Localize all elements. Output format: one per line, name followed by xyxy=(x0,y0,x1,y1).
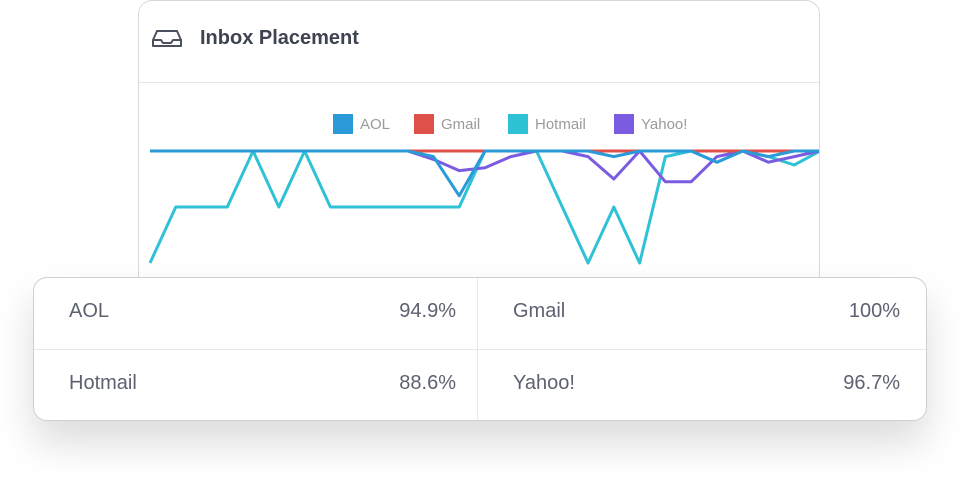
stat-value: 94.9% xyxy=(399,300,456,322)
stat-label: Yahoo! xyxy=(513,372,575,394)
chart-card: AOL Gmail Hotmail Yahoo! Inbox Placement xyxy=(138,0,820,320)
chart: AOL Gmail Hotmail Yahoo! xyxy=(148,30,819,265)
stats-card: AOL 94.9% Gmail 100% Hotmail 88.6% Yahoo! 96.7% xyxy=(33,277,927,421)
stat-cell: Yahoo! 96.7% xyxy=(478,350,922,421)
line xyxy=(150,149,819,198)
stat-label: Hotmail xyxy=(69,372,137,394)
inbox-icon xyxy=(152,30,182,47)
legend-swatch xyxy=(508,114,528,134)
stat-label: Gmail xyxy=(513,300,566,322)
divider xyxy=(139,82,819,83)
stat-cell: AOL 94.9% xyxy=(34,278,478,349)
legend-swatch xyxy=(614,114,634,134)
legend-label: Hotmail xyxy=(535,116,586,133)
stat-value: 100% xyxy=(848,300,900,322)
legend-label: Yahoo! xyxy=(641,116,687,133)
stat-cell: Gmail 100% xyxy=(478,278,922,349)
divider xyxy=(34,349,926,350)
legend-swatch xyxy=(414,114,434,134)
stat-value: 96.7% xyxy=(843,372,900,394)
legend-label: Gmail xyxy=(441,116,480,133)
legend-swatch xyxy=(333,114,353,134)
stat-value: 88.6% xyxy=(399,372,456,394)
legend-label: AOL xyxy=(360,116,390,133)
stat-label: AOL xyxy=(69,300,110,322)
stat-cell: Hotmail 88.6% xyxy=(34,350,478,421)
card-title: Inbox Placement xyxy=(200,27,359,49)
